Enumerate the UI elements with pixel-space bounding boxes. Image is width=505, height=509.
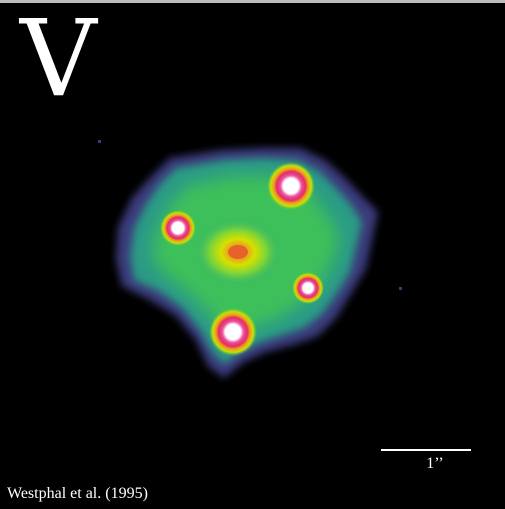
lensed-image-c xyxy=(292,272,324,304)
image-credit: Westphal et al. (1995) xyxy=(7,485,148,502)
scale-bar xyxy=(381,449,471,451)
band-label: V xyxy=(20,0,97,120)
stray-pixel xyxy=(399,287,402,290)
lensed-image-b xyxy=(160,210,196,246)
top-border xyxy=(0,0,505,3)
stray-pixel xyxy=(98,140,101,143)
lensed-image-a xyxy=(267,162,315,210)
lensed-image-d xyxy=(209,308,257,356)
lens-galaxy-nucleus xyxy=(228,245,248,259)
scale-bar-label: 1’’ xyxy=(426,455,444,472)
